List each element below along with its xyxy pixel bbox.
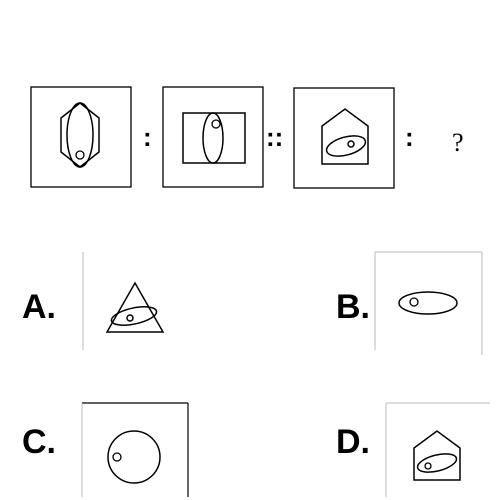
question-separator-2: :: — [266, 122, 283, 152]
question-mark: ? — [452, 128, 464, 157]
tilted-ellipse-shape — [110, 306, 158, 326]
question-figure-3 — [293, 87, 395, 189]
question-figure-1 — [30, 86, 132, 188]
small-circle-shape — [424, 462, 432, 470]
small-circle-shape — [75, 150, 85, 160]
small-dot-shape — [347, 140, 355, 148]
house-pentagon-shape — [413, 430, 461, 481]
question-figure-2 — [162, 86, 264, 188]
option-d-label[interactable]: D. — [336, 423, 370, 461]
question-separator-1: : — [143, 122, 152, 152]
option-d-figure[interactable] — [385, 402, 490, 497]
house-pentagon-shape — [321, 108, 369, 165]
option-a-figure[interactable] — [82, 252, 165, 350]
large-circle-shape — [107, 430, 161, 484]
question-separator-3: : — [405, 122, 414, 152]
option-c-label[interactable]: C. — [22, 423, 56, 461]
small-circle-shape — [112, 452, 122, 462]
option-b-label[interactable]: B. — [336, 288, 370, 326]
small-circle-shape — [211, 119, 221, 129]
small-dot-shape — [126, 314, 134, 322]
option-a-label[interactable]: A. — [22, 288, 56, 326]
small-circle-shape — [409, 297, 419, 307]
option-c-figure[interactable] — [81, 402, 189, 497]
tilted-ellipse-shape — [325, 135, 367, 157]
horizontal-ellipse-shape — [398, 291, 458, 315]
tilted-ellipse-shape — [416, 453, 458, 473]
option-b-figure[interactable] — [374, 251, 483, 355]
vertical-ellipse-shape — [66, 102, 94, 168]
vertical-ellipse-shape — [202, 112, 224, 164]
